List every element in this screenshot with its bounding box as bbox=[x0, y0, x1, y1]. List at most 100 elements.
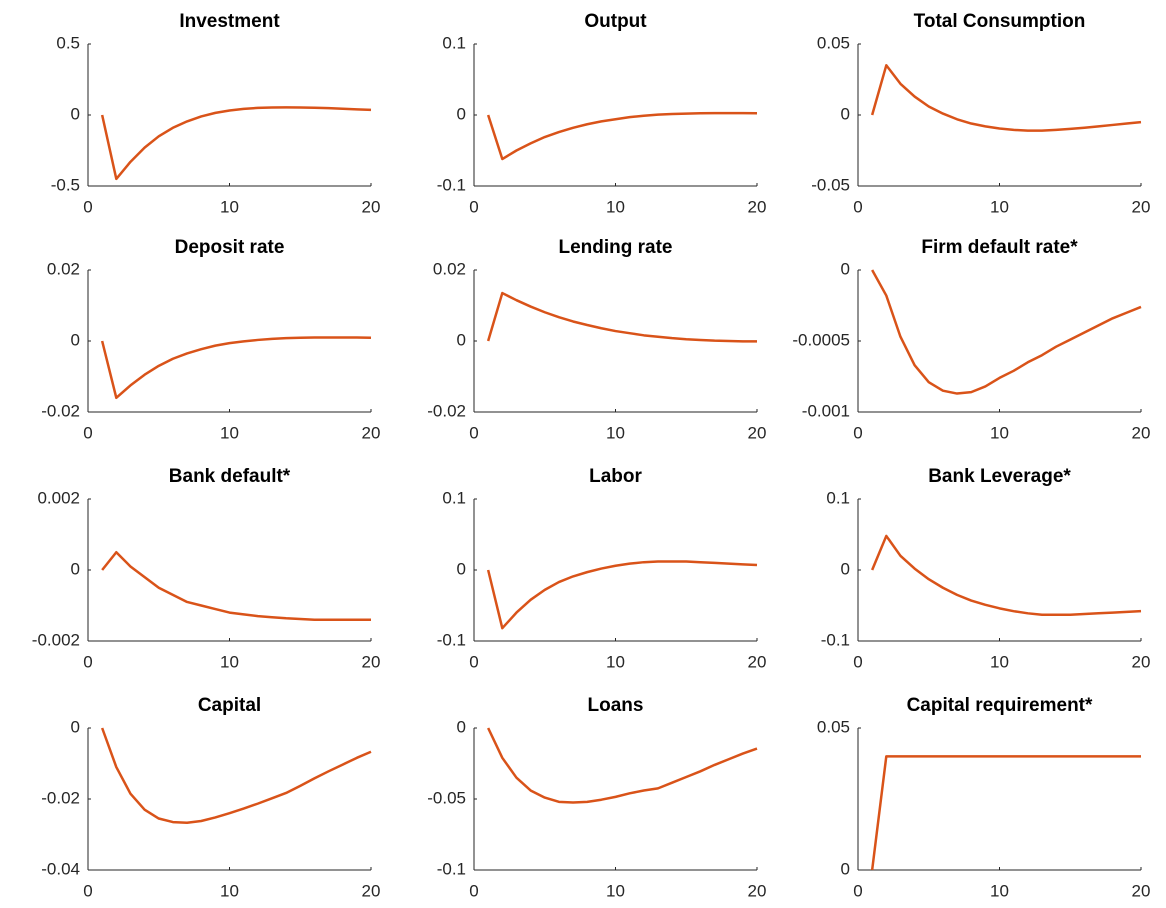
x-tick-label: 0 bbox=[469, 881, 478, 900]
y-tick-label: 0.002 bbox=[37, 488, 80, 507]
y-tick-label: 0.02 bbox=[47, 259, 80, 278]
subplot-title: Total Consumption bbox=[914, 11, 1086, 32]
line-series bbox=[486, 111, 758, 161]
subplot: Bank Leverage*-0.100.10 10 20 bbox=[821, 466, 1151, 671]
y-tick-label: -0.05 bbox=[811, 175, 850, 194]
x-tick-label: 0 bbox=[83, 423, 92, 442]
x-tick-label: 10 bbox=[606, 423, 625, 442]
y-tick-label: 0 bbox=[457, 330, 466, 349]
y-tick-label: -0.02 bbox=[41, 401, 80, 420]
y-tick-label: -0.05 bbox=[427, 788, 466, 807]
subplot-title: Output bbox=[584, 11, 647, 32]
y-tick-label: -0.0005 bbox=[792, 330, 850, 349]
subplot: Firm default rate* -0.001 -0.0005 0 0 10 20 bbox=[792, 237, 1150, 442]
subplot-title: Labor bbox=[589, 466, 642, 487]
subplot: Loans -0.1 -0.05 0 0 10 20 bbox=[427, 695, 766, 900]
x-tick-label: 10 bbox=[220, 197, 239, 216]
y-tick-label: 0.1 bbox=[442, 33, 466, 52]
x-tick-label: 10 bbox=[990, 881, 1009, 900]
x-tick-label: 0 bbox=[83, 881, 92, 900]
x-tick-label: 0 bbox=[469, 197, 478, 216]
line-series bbox=[871, 269, 1142, 395]
subplot-title: Deposit rate bbox=[175, 237, 285, 258]
x-tick-label: 10 bbox=[990, 197, 1009, 216]
x-tick-label: 20 bbox=[362, 881, 381, 900]
x-tick-label: 20 bbox=[362, 652, 381, 671]
x-tick-label: 10 bbox=[606, 652, 625, 671]
y-tick-label: -0.5 bbox=[51, 175, 80, 194]
subplot-title: Bank Leverage* bbox=[928, 466, 1071, 487]
y-tick-label: 0 bbox=[841, 259, 850, 278]
line-series bbox=[870, 534, 1142, 616]
subplot: Output-0.100.10 10 20 bbox=[437, 11, 767, 216]
x-tick-label: 0 bbox=[853, 881, 862, 900]
subplot-title: Capital requirement* bbox=[907, 695, 1093, 716]
x-tick-label: 20 bbox=[748, 197, 767, 216]
subplot-title: Lending rate bbox=[558, 237, 672, 258]
subplot: Investment-0.500.50 10 20 bbox=[51, 11, 381, 216]
x-tick-label: 20 bbox=[362, 197, 381, 216]
x-tick-label: 0 bbox=[83, 197, 92, 216]
x-tick-label: 10 bbox=[220, 881, 239, 900]
y-tick-label: 0.02 bbox=[433, 259, 466, 278]
subplot: Capital -0.04 -0.02 0 0 10 20 bbox=[41, 695, 380, 900]
y-tick-label: -0.1 bbox=[437, 859, 466, 878]
line-series bbox=[486, 560, 758, 630]
y-tick-label: -0.1 bbox=[821, 630, 850, 649]
y-tick-label: -0.02 bbox=[41, 788, 80, 807]
y-tick-label: 0 bbox=[457, 559, 466, 578]
subplot-title: Firm default rate* bbox=[921, 237, 1078, 258]
line-series bbox=[870, 64, 1142, 132]
x-tick-label: 0 bbox=[853, 197, 862, 216]
y-tick-label: 0.1 bbox=[826, 488, 850, 507]
y-tick-label: 0 bbox=[71, 717, 80, 736]
y-tick-label: -0.1 bbox=[437, 175, 466, 194]
x-tick-label: 20 bbox=[362, 423, 381, 442]
y-tick-label: 0 bbox=[71, 104, 80, 123]
x-tick-label: 20 bbox=[748, 652, 767, 671]
subplot: Capital requirement* 0 0.05 0 10 20 bbox=[817, 695, 1151, 900]
line-series bbox=[487, 727, 758, 804]
y-tick-label: 0 bbox=[457, 717, 466, 736]
subplot-title: Investment bbox=[179, 11, 280, 32]
x-tick-label: 10 bbox=[606, 881, 625, 900]
x-tick-label: 0 bbox=[469, 423, 478, 442]
y-tick-label: -0.04 bbox=[41, 859, 80, 878]
x-tick-label: 20 bbox=[1132, 881, 1151, 900]
x-tick-label: 10 bbox=[220, 423, 239, 442]
y-tick-label: 0.05 bbox=[817, 33, 850, 52]
y-tick-label: 0.5 bbox=[56, 33, 80, 52]
x-tick-label: 20 bbox=[1132, 423, 1151, 442]
line-series bbox=[101, 551, 371, 621]
y-tick-label: 0.05 bbox=[817, 717, 850, 736]
x-tick-label: 0 bbox=[83, 652, 92, 671]
y-tick-label: 0 bbox=[71, 559, 80, 578]
x-tick-label: 10 bbox=[990, 423, 1009, 442]
y-tick-label: -0.1 bbox=[437, 630, 466, 649]
x-tick-label: 20 bbox=[1132, 197, 1151, 216]
y-tick-label: 0 bbox=[457, 104, 466, 123]
x-tick-label: 10 bbox=[220, 652, 239, 671]
subplot-title: Capital bbox=[198, 695, 261, 716]
y-tick-label: 0 bbox=[841, 859, 850, 878]
line-series bbox=[100, 727, 372, 825]
line-series bbox=[486, 291, 757, 343]
y-tick-label: 0 bbox=[841, 104, 850, 123]
x-tick-label: 20 bbox=[748, 423, 767, 442]
y-tick-label: -0.002 bbox=[32, 630, 80, 649]
x-tick-label: 0 bbox=[853, 423, 862, 442]
x-tick-label: 20 bbox=[748, 881, 767, 900]
subplot: Labor-0.100.10 10 20 bbox=[437, 466, 767, 671]
x-tick-label: 10 bbox=[606, 197, 625, 216]
x-tick-label: 20 bbox=[1132, 652, 1151, 671]
x-tick-label: 0 bbox=[853, 652, 862, 671]
subplot-title: Loans bbox=[588, 695, 644, 716]
y-tick-label: -0.02 bbox=[427, 401, 466, 420]
y-tick-label: -0.001 bbox=[802, 401, 850, 420]
